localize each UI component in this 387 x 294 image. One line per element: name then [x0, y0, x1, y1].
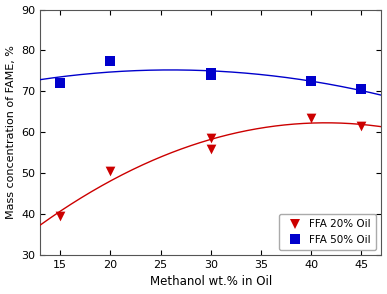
Point — [358, 124, 365, 128]
Point — [57, 214, 63, 218]
Point — [358, 87, 365, 92]
Point — [308, 79, 314, 83]
X-axis label: Methanol wt.% in Oil: Methanol wt.% in Oil — [150, 275, 272, 288]
Point — [107, 169, 113, 173]
Point — [208, 71, 214, 75]
Legend: FFA 20% Oil, FFA 50% Oil: FFA 20% Oil, FFA 50% Oil — [279, 214, 376, 250]
Point — [208, 73, 214, 77]
Point — [308, 116, 314, 120]
Y-axis label: Mass concentration of FAME, %: Mass concentration of FAME, % — [5, 45, 15, 219]
Point — [208, 146, 214, 151]
Point — [208, 136, 214, 141]
Point — [107, 58, 113, 63]
Point — [57, 81, 63, 86]
